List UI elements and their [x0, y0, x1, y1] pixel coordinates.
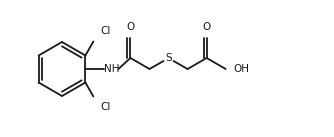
Text: NH: NH: [104, 64, 119, 74]
Text: OH: OH: [234, 64, 250, 74]
Text: Cl: Cl: [101, 26, 111, 36]
Text: O: O: [202, 22, 211, 32]
Text: O: O: [126, 22, 135, 32]
Text: Cl: Cl: [101, 102, 111, 112]
Text: S: S: [165, 53, 172, 63]
